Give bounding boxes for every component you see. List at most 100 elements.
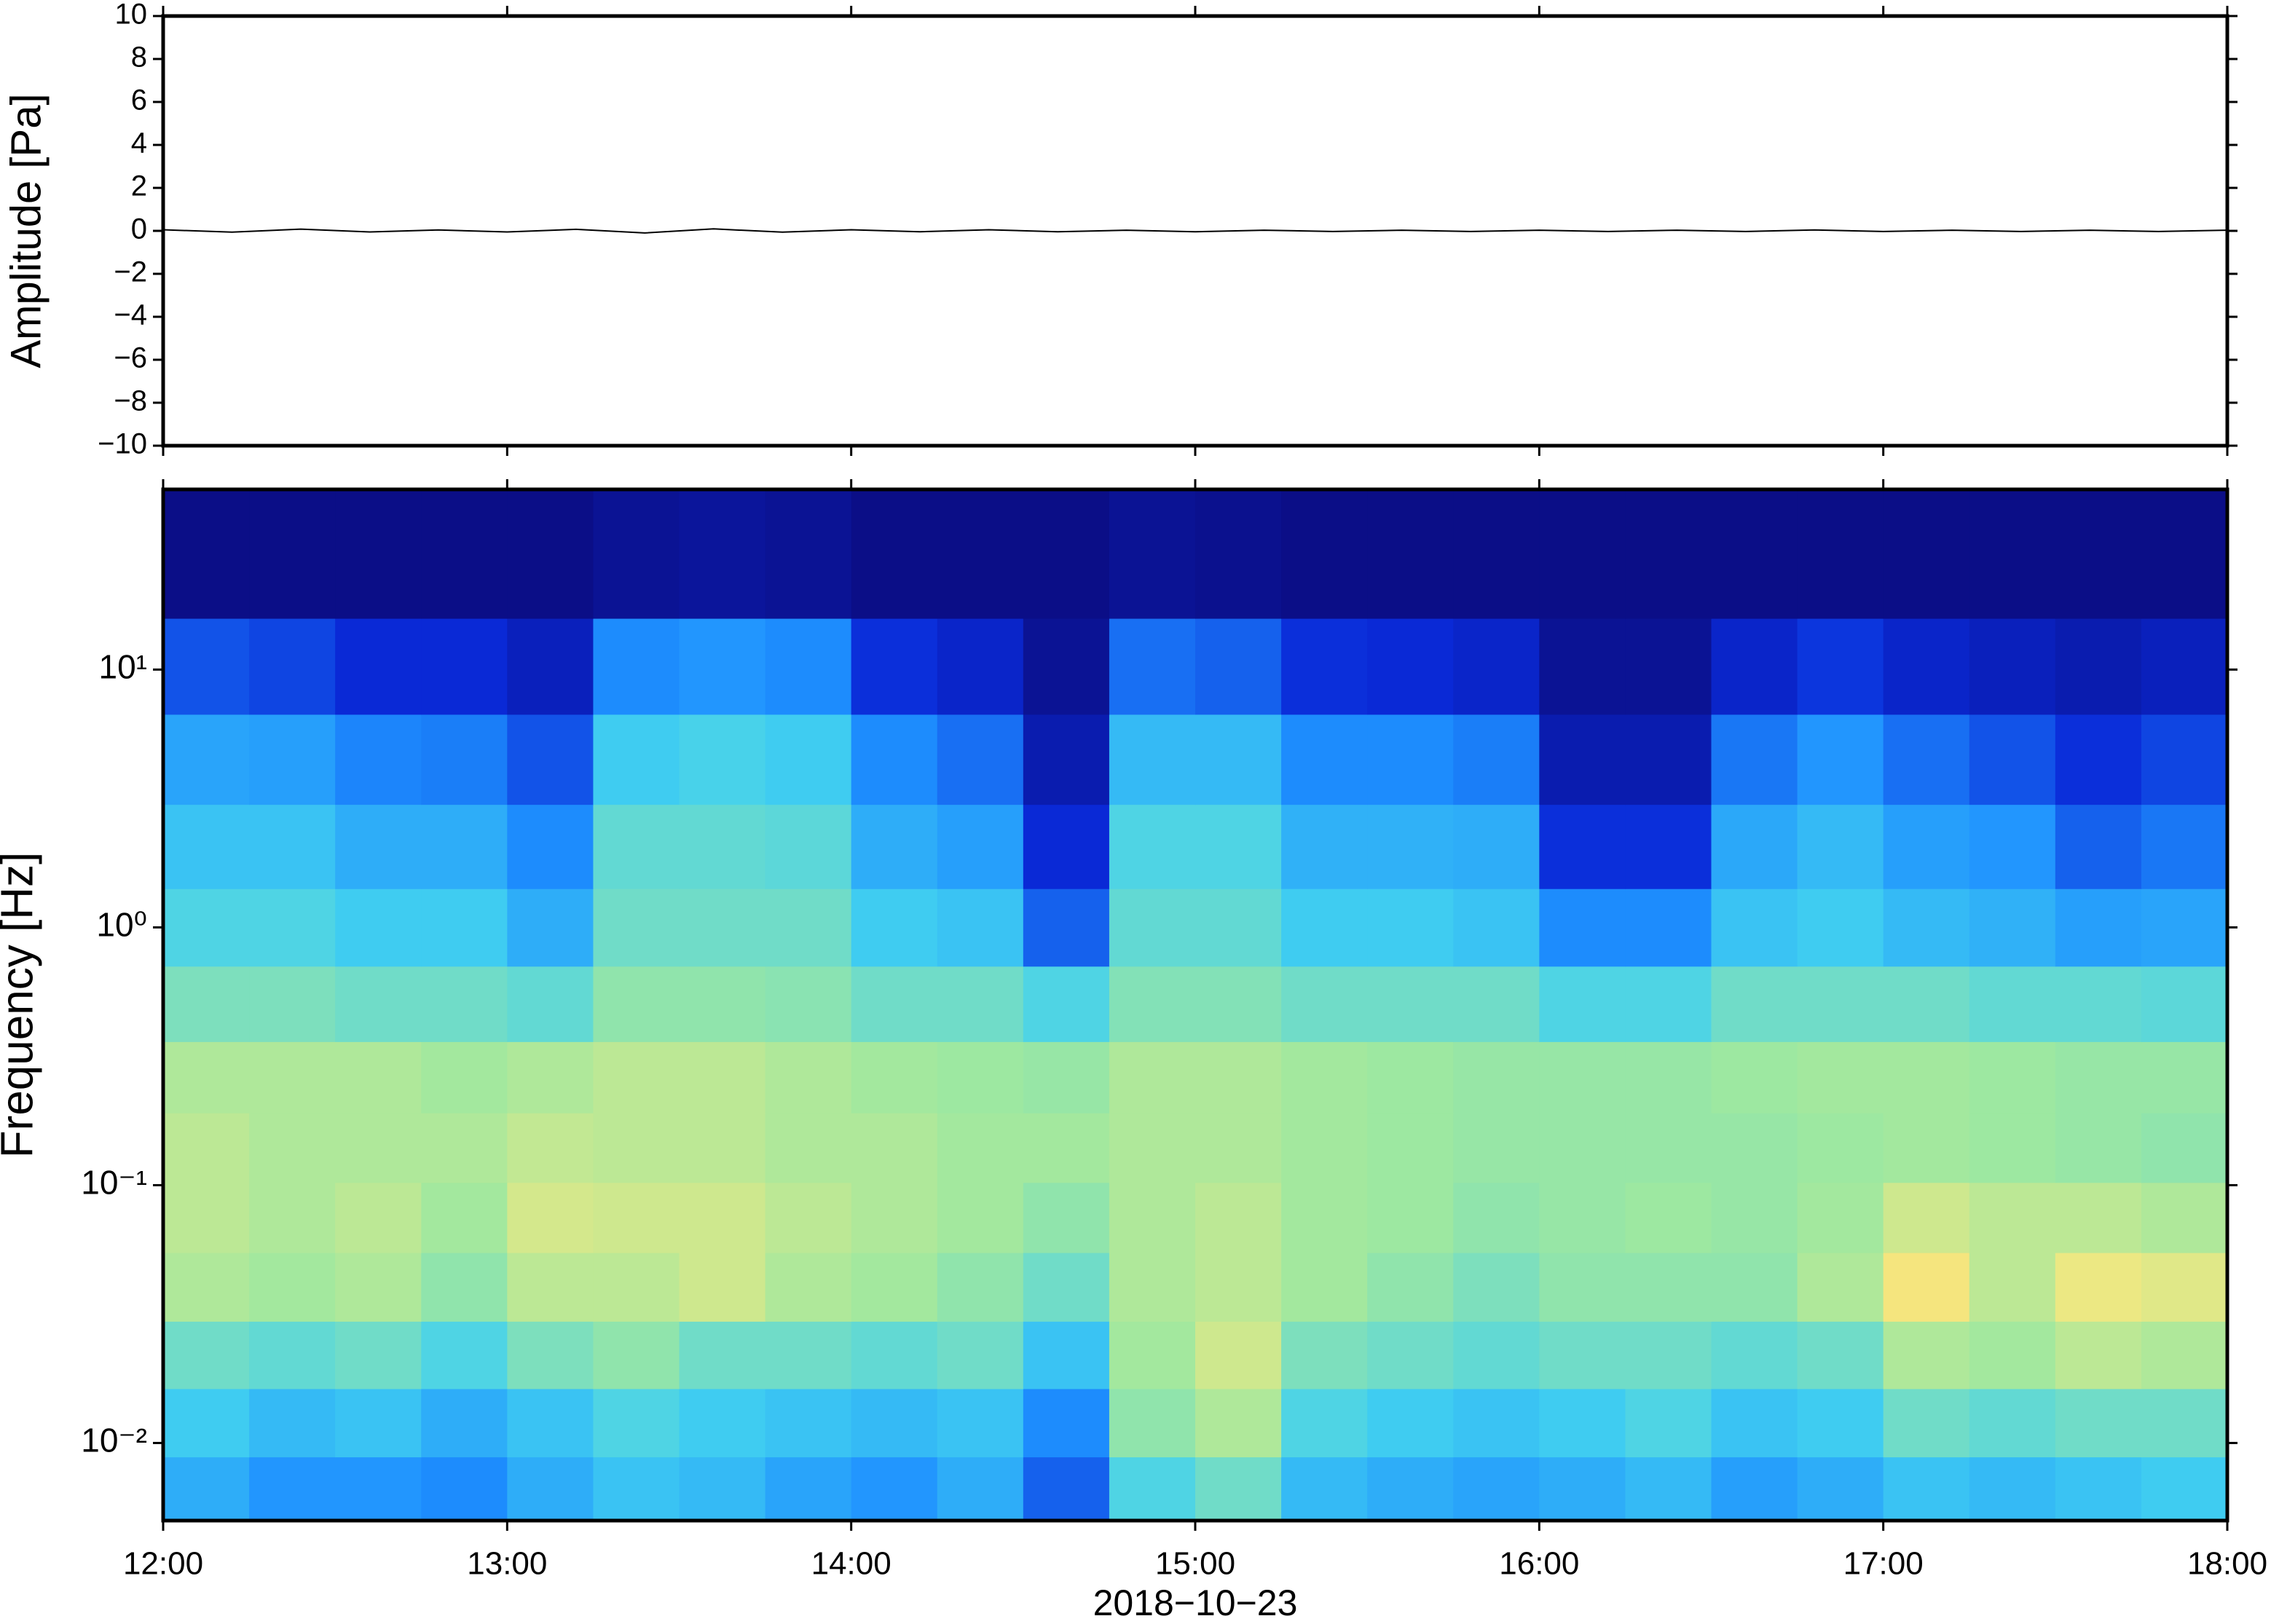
spectrogram-cell — [1023, 1113, 1110, 1183]
spectrogram-cell — [1797, 804, 1884, 889]
spectrogram-cell — [507, 1182, 594, 1253]
spectrogram-cell — [937, 1182, 1024, 1253]
spectrogram-cell — [937, 618, 1024, 715]
spectrogram-cell — [1281, 966, 1368, 1042]
spectrogram-cell — [1281, 618, 1368, 715]
spectrogram-cell — [937, 1388, 1024, 1458]
spectrogram-cell — [593, 966, 680, 1042]
spectrogram-cell — [1797, 489, 1884, 619]
spectrogram-cell — [1023, 1321, 1110, 1390]
spectrogram-cell — [1109, 1252, 1196, 1322]
spectrogram-cell — [1453, 618, 1540, 715]
spectrogram-cell — [2141, 1041, 2228, 1113]
spectrogram-cell — [1109, 1457, 1196, 1521]
spectrogram-cell — [1109, 618, 1196, 715]
spectrogram-cell — [765, 618, 852, 715]
spectrogram-cell — [421, 489, 508, 619]
spectrogram-cell — [335, 1041, 422, 1113]
spectrogram-cell — [2055, 1388, 2142, 1458]
spectrogram-cell — [1023, 489, 1110, 619]
spectrogram-cell — [507, 888, 594, 967]
spectrogram-cell — [1195, 714, 1282, 805]
y-tick-label: 10⁻² — [81, 1422, 147, 1459]
spectrogram-cell — [1711, 1321, 1798, 1390]
y-tick-label: −6 — [114, 342, 147, 374]
spectrogram-cell — [163, 714, 250, 805]
spectrogram-cell — [679, 1388, 766, 1458]
spectrogram-cell — [335, 489, 422, 619]
spectrogram-cell — [1539, 1321, 1626, 1390]
spectrogram-cell — [163, 888, 250, 967]
spectrogram-cell — [421, 714, 508, 805]
spectrogram-cell — [765, 1321, 852, 1390]
spectrogram-cell — [679, 1321, 766, 1390]
spectrogram-cell — [2141, 1252, 2228, 1322]
spectrogram-cell — [1109, 1321, 1196, 1390]
spectrogram-cell — [1883, 1252, 1970, 1322]
spectrogram-cell — [1539, 804, 1626, 889]
spectrogram-cell — [2141, 1113, 2228, 1183]
spectrogram-cell — [249, 804, 336, 889]
spectrogram-cell — [593, 1321, 680, 1390]
spectrogram-cell — [1023, 1388, 1110, 1458]
spectrogram-cell — [1797, 714, 1884, 805]
spectrogram-cell — [1711, 714, 1798, 805]
spectrogram-cell — [1797, 1113, 1884, 1183]
spectrogram-cell — [1711, 618, 1798, 715]
spectrogram-cell — [1367, 714, 1454, 805]
y-tick-label: 0 — [131, 213, 147, 245]
spectrogram-cell — [1195, 1321, 1282, 1390]
spectrogram-cell — [1625, 1182, 1712, 1253]
spectrogram-cell — [1367, 966, 1454, 1042]
spectrogram-cell — [1453, 1182, 1540, 1253]
x-tick-label: 18:00 — [2187, 1546, 2267, 1582]
spectrogram-cell — [249, 1113, 336, 1183]
spectrogram-cell — [163, 1457, 250, 1521]
spectrogram-cell — [937, 714, 1024, 805]
spectrogram-cell — [1797, 1252, 1884, 1322]
spectrogram-cell — [2055, 966, 2142, 1042]
spectrogram-cell — [2141, 1321, 2228, 1390]
spectrogram-cell — [1797, 1388, 1884, 1458]
y-tick-label: 10 — [115, 0, 148, 31]
spectrogram-cell — [1883, 1041, 1970, 1113]
spectrogram-cell — [2141, 714, 2228, 805]
spectrogram-cell — [1023, 1252, 1110, 1322]
spectrogram-cell — [1453, 804, 1540, 889]
spectrogram-cell — [1453, 1252, 1540, 1322]
spectrogram-cell — [2055, 1252, 2142, 1322]
spectrogram-cell — [937, 804, 1024, 889]
spectrogram-cell — [2141, 804, 2228, 889]
spectrogram-cell — [1969, 1252, 2056, 1322]
spectrogram-cell — [421, 966, 508, 1042]
spectrogram-cell — [1625, 1113, 1712, 1183]
spectrogram-cell — [335, 1321, 422, 1390]
spectrogram-cell — [1195, 1388, 1282, 1458]
spectrogram-cell — [1281, 1457, 1368, 1521]
x-tick-label: 17:00 — [1843, 1546, 1924, 1582]
spectrogram-cell — [1883, 489, 1970, 619]
spectrogram-cell — [765, 1182, 852, 1253]
spectrogram-cell — [1969, 714, 2056, 805]
spectrogram-cell — [507, 489, 594, 619]
spectrogram-cell — [1023, 804, 1110, 889]
spectrogram-cell — [163, 1388, 250, 1458]
spectrogram-cell — [1625, 1041, 1712, 1113]
spectrogram-cell — [937, 1252, 1024, 1322]
spectrogram-cell — [1625, 1457, 1712, 1521]
spectrogram-cell — [679, 618, 766, 715]
spectrogram-cell — [249, 489, 336, 619]
spectrogram-cell — [1883, 1182, 1970, 1253]
spectrogram-cell — [1195, 804, 1282, 889]
spectrogram-cell — [1453, 1457, 1540, 1521]
spectrogram-cell — [1797, 1041, 1884, 1113]
spectrogram-cell — [1281, 489, 1368, 619]
y-axis-title: Frequency [Hz] — [0, 852, 42, 1158]
spectrogram-cell — [1281, 1388, 1368, 1458]
spectrogram-cell — [1883, 618, 1970, 715]
spectrogram-cell — [1797, 618, 1884, 715]
spectrogram-cell — [765, 1252, 852, 1322]
spectrogram-cell — [2141, 1457, 2228, 1521]
spectrogram-cell — [1109, 714, 1196, 805]
spectrogram-cell — [1109, 489, 1196, 619]
